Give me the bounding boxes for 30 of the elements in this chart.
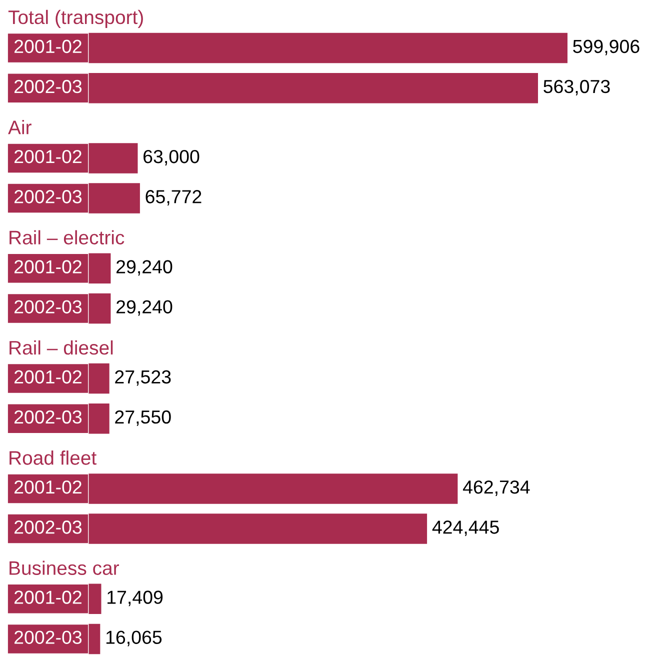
y-tick-label: 2001-02 xyxy=(14,260,82,274)
chart-title: Business car xyxy=(10,560,119,575)
y-tick-label: 2002-03 xyxy=(14,630,82,644)
chart-title: Rail – electric xyxy=(10,230,124,244)
data-label: 599,906 xyxy=(573,40,640,56)
data-label: 27,523 xyxy=(115,370,171,386)
data-label: 462,734 xyxy=(462,480,530,496)
data-label: 563,073 xyxy=(544,80,610,96)
y-tick-label: 2002-03 xyxy=(14,520,82,534)
y-tick-label: 2001-02 xyxy=(14,590,82,604)
chart-title: Total (transport) xyxy=(8,10,143,28)
chart-title: Road fleet xyxy=(10,450,96,465)
y-tick-label: 2002-03 xyxy=(14,80,82,94)
data-label: 29,240 xyxy=(116,260,172,276)
y-tick-label: 2002-03 xyxy=(14,300,82,314)
data-label: 424,445 xyxy=(432,520,499,536)
chart-title: Rail – diesel xyxy=(10,340,113,355)
y-tick-label: 2001-02 xyxy=(14,150,82,164)
data-label: 27,550 xyxy=(115,410,171,426)
y-tick-label: 2001-02 xyxy=(14,40,82,54)
data-label: 29,240 xyxy=(116,300,172,316)
data-label: 17,409 xyxy=(108,590,163,606)
data-label: 65,772 xyxy=(146,190,202,206)
chart-title: Air xyxy=(8,120,32,134)
y-tick-label: 2001-02 xyxy=(14,480,82,494)
y-tick-label: 2001-02 xyxy=(14,370,82,384)
data-label: 16,065 xyxy=(106,630,162,646)
y-tick-label: 2002-03 xyxy=(14,410,82,424)
data-label: 63,000 xyxy=(144,150,200,166)
y-tick-label: 2002-03 xyxy=(14,190,82,204)
